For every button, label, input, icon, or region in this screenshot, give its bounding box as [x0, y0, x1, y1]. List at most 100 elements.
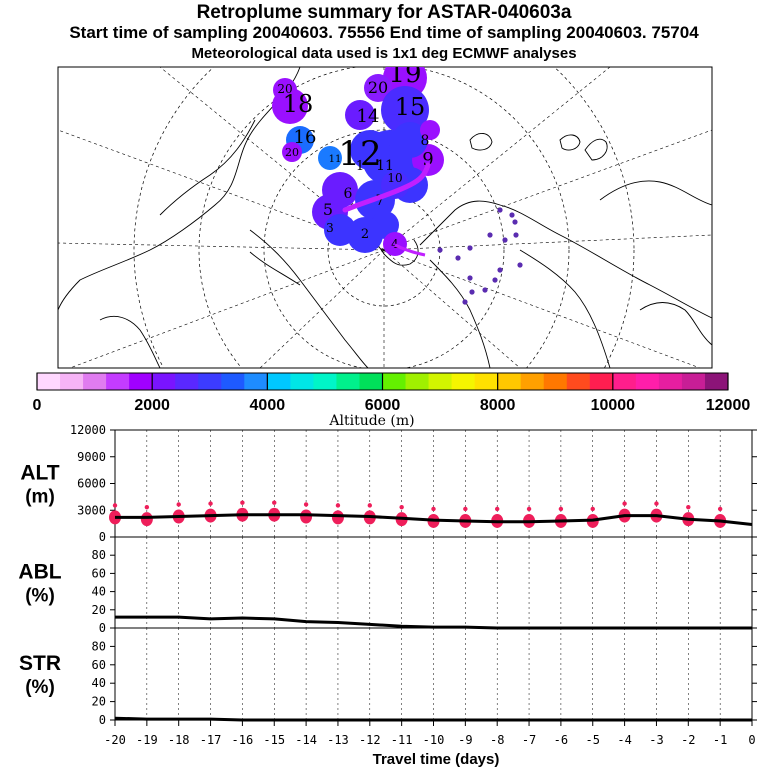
plume-dot — [462, 299, 468, 305]
x-tick-label: -11 — [391, 733, 413, 747]
plume-day-label: 10 — [387, 171, 402, 185]
plume-blob — [420, 120, 440, 140]
plume-dot — [492, 277, 498, 283]
panel-ylabel: ABL — [18, 561, 61, 584]
altitude-spread-dot — [495, 506, 500, 512]
plume-day-label: 8 — [421, 133, 430, 149]
series-line-altitude — [115, 513, 753, 526]
colorbar-cell — [175, 373, 199, 390]
altitude-spread-dot — [654, 501, 659, 506]
colorbar-cell — [474, 373, 499, 390]
x-tick-label: -4 — [617, 733, 631, 747]
map-graticule — [58, 67, 712, 368]
x-tick-label: -10 — [423, 733, 445, 747]
plume-dot — [497, 207, 503, 213]
altitude-spread-dot — [622, 501, 627, 506]
colorbar-tick-label: 10000 — [591, 397, 636, 414]
colorbar-tick-label: 0 — [33, 397, 42, 414]
plume-dot — [455, 255, 461, 261]
colorbar-cell — [497, 373, 522, 390]
x-tick-label: -19 — [136, 733, 158, 747]
plume-day-label: 20 — [368, 78, 388, 97]
plume-dot — [487, 232, 493, 238]
y-tick-label: 0 — [99, 530, 106, 544]
plume-day-label: 6 — [344, 186, 353, 202]
altitude-colorbar: 0 2000 4000 6000 8000 10000 12000 Altitude (m) — [33, 372, 750, 429]
plume-dot — [437, 247, 443, 253]
plume-day-label: 4 — [391, 237, 399, 251]
x-tick-label: -14 — [295, 733, 317, 747]
y-tick-label: 40 — [92, 585, 106, 599]
plume-blob — [364, 74, 392, 102]
colorbar-cell — [589, 373, 614, 390]
colorbar-tick-label: 2000 — [134, 397, 170, 414]
plume-day-label: 1 — [356, 159, 364, 174]
altitude-spread-dot — [208, 501, 213, 506]
x-tick-label: -17 — [200, 733, 222, 747]
met-data-line: Meteorological data used is 1x1 deg ECMW… — [191, 45, 577, 62]
plume-day-label: 18 — [283, 90, 314, 118]
altitude-spread-dot — [144, 504, 150, 510]
altitude-spread-marker — [140, 512, 153, 527]
y-tick-label: 12000 — [70, 423, 106, 437]
travel-time-axis: -20 -19 -18 -17 -16 -15 -14 -13 -12 -11 -10 -9 -8 -7-… — [104, 720, 756, 747]
altitude-spread-dot — [112, 503, 118, 508]
x-tick-label: -2 — [681, 733, 695, 747]
x-tick-label: -1 — [713, 733, 727, 747]
y-tick-label: 80 — [92, 548, 106, 562]
colorbar-cell — [428, 373, 453, 390]
colorbar-cell — [290, 373, 314, 390]
y-tick-label: 9000 — [77, 450, 106, 464]
plume-blob — [350, 130, 390, 170]
plume-day-label: 9 — [422, 149, 433, 170]
colorbar-tick-label: 8000 — [480, 397, 516, 414]
plume-dot — [517, 262, 523, 268]
y-tick-label: 60 — [92, 566, 106, 580]
altitude-spread-dot — [590, 506, 595, 512]
altitude-spread-dot — [176, 502, 181, 507]
altitude-spread-dot — [717, 506, 723, 512]
plume-day-label: 7 — [376, 193, 385, 209]
colorbar-cell — [313, 373, 337, 390]
altitude-spread-dot — [335, 503, 341, 508]
colorbar-cell — [83, 373, 107, 390]
plume-blob — [282, 142, 302, 162]
colorbar-cell — [382, 373, 407, 390]
chart-title: Retroplume summary for ASTAR-040603a — [196, 2, 572, 23]
y-tick-label: 20 — [92, 695, 106, 709]
plume-blob — [345, 100, 375, 130]
altitude-spread-marker — [300, 509, 313, 524]
y-tick-label: 40 — [92, 676, 106, 690]
altitude-spread-dot — [526, 506, 532, 512]
x-tick-label: -16 — [232, 733, 254, 747]
colorbar-cell — [681, 373, 706, 390]
y-tick-label: 80 — [92, 639, 106, 653]
plume-day-label: 5 — [323, 200, 333, 219]
plume-dot — [512, 219, 518, 225]
x-tick-label: -7 — [522, 733, 536, 747]
x-tick-label: -15 — [263, 733, 285, 747]
plume-dot — [467, 245, 473, 251]
colorbar-cell — [704, 373, 729, 390]
x-tick-label: -6 — [554, 733, 568, 747]
x-tick-label: -12 — [359, 733, 381, 747]
plume-day-label: 20 — [285, 146, 299, 159]
x-tick-label: -20 — [104, 733, 126, 747]
plume-day-label: 2 — [361, 227, 369, 242]
plume-dot — [469, 289, 475, 295]
colorbar-cell — [520, 373, 545, 390]
colorbar-cell — [106, 373, 130, 390]
colorbar-cell — [37, 373, 61, 390]
altitude-spread-marker — [331, 510, 344, 525]
altitude-spread-dot — [240, 500, 245, 505]
colorbar-cell — [566, 373, 591, 390]
colorbar-cell — [198, 373, 222, 390]
time-series-panels: 030006000900012000ALT(m)020406080ABL(%)0… — [18, 423, 757, 727]
x-tick-label: -18 — [168, 733, 190, 747]
colorbar-cell — [359, 373, 383, 390]
plume-day-label: 14 — [357, 106, 380, 127]
sampling-time-line: Start time of sampling 20040603. 75556 E… — [69, 23, 699, 42]
colorbar-cell — [267, 373, 291, 390]
